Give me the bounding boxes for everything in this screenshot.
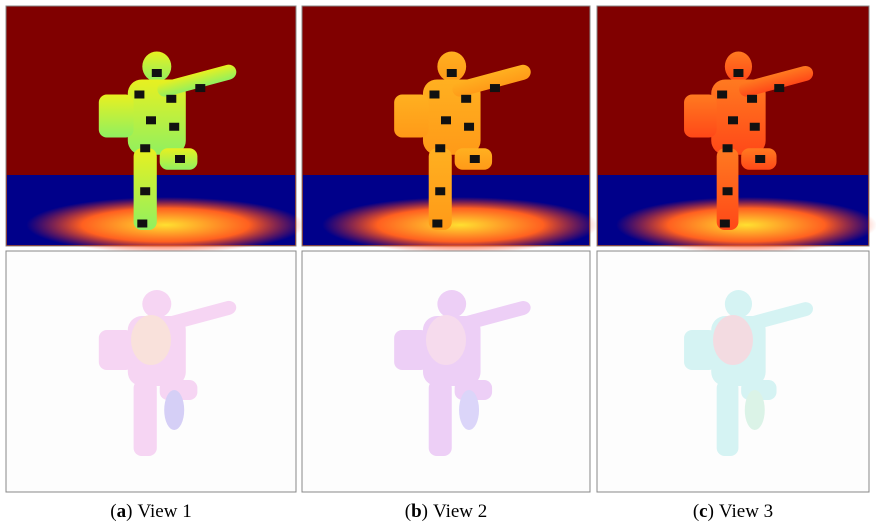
marker: [429, 91, 439, 99]
caption-text: View 3: [719, 501, 773, 522]
marker: [470, 155, 480, 163]
head: [725, 52, 752, 82]
marker: [447, 69, 457, 77]
flow-blob: [131, 315, 171, 365]
floor-glow: [616, 197, 876, 253]
caption-close: ): [708, 501, 714, 522]
marker: [140, 187, 150, 195]
caption-text: View 1: [137, 501, 191, 522]
marker: [461, 95, 471, 103]
leg: [134, 380, 157, 456]
flow-image: [6, 251, 296, 492]
marker: [134, 91, 144, 99]
marker: [717, 91, 727, 99]
marker: [728, 116, 738, 124]
leg: [429, 380, 452, 456]
marker: [733, 69, 743, 77]
flow-blob: [426, 315, 466, 365]
flow-blob: [164, 390, 184, 430]
head: [437, 52, 466, 82]
marker: [166, 95, 176, 103]
marker: [435, 187, 445, 195]
floor-glow: [26, 197, 304, 253]
head: [142, 52, 171, 82]
marker: [774, 84, 784, 92]
marker: [169, 123, 179, 131]
marker: [747, 95, 757, 103]
head: [725, 290, 752, 318]
marker: [723, 187, 733, 195]
caption: (a)View 1: [110, 501, 191, 522]
caption-label: c: [699, 501, 707, 522]
marker: [137, 220, 147, 228]
marker: [750, 123, 760, 131]
arm: [394, 330, 429, 370]
flow-blob: [459, 390, 479, 430]
arm: [99, 95, 134, 138]
marker: [441, 116, 451, 124]
arm: [684, 330, 717, 370]
figure: (a)View 1 (b)View 2 (c)View 3: [0, 0, 876, 523]
marker: [140, 144, 150, 152]
flow-blob: [713, 315, 753, 365]
marker: [720, 220, 730, 228]
leg: [717, 380, 739, 456]
marker: [435, 144, 445, 152]
marker: [175, 155, 185, 163]
head: [142, 290, 171, 318]
marker: [152, 69, 162, 77]
marker: [490, 84, 500, 92]
flow-blob: [745, 390, 765, 430]
caption-close: ): [126, 501, 132, 522]
marker: [723, 144, 733, 152]
caption: (c)View 3: [693, 501, 773, 522]
flow-image: [302, 251, 590, 492]
depth-image: [597, 6, 876, 253]
marker: [464, 123, 474, 131]
marker: [755, 155, 765, 163]
marker: [195, 84, 205, 92]
head: [437, 290, 466, 318]
page: (a)View 1(b)View 2(c)View 3 (() => { con…: [0, 0, 876, 523]
caption-text: View 2: [433, 501, 487, 522]
caption-close: ): [422, 501, 428, 522]
arm: [684, 95, 717, 138]
floor-glow: [322, 197, 598, 253]
depth-image: [6, 6, 305, 253]
flow-image: [597, 251, 869, 492]
caption: (b)View 2: [405, 501, 488, 522]
marker: [432, 220, 442, 228]
depth-image: [302, 6, 599, 253]
marker: [146, 116, 156, 124]
caption-label: a: [117, 501, 127, 522]
arm: [99, 330, 134, 370]
arm: [394, 95, 429, 138]
caption-label: b: [411, 501, 422, 522]
